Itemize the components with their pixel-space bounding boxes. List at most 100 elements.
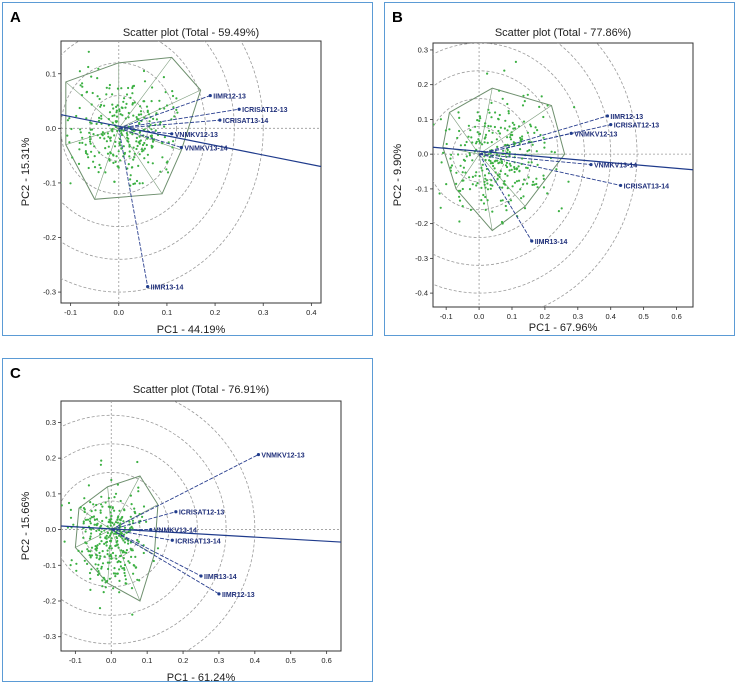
genotype-point <box>83 508 86 511</box>
x-tick-label: 0.3 <box>258 308 268 317</box>
genotype-point <box>476 182 479 185</box>
genotype-point <box>171 90 174 93</box>
environment-point <box>609 123 613 127</box>
genotype-point <box>105 93 108 96</box>
genotype-point <box>517 179 521 182</box>
genotype-point <box>131 85 134 88</box>
genotype-point <box>63 540 66 543</box>
y-tick-label: -0.4 <box>415 289 428 298</box>
genotype-point <box>155 112 158 115</box>
genotype-point <box>79 506 82 509</box>
genotype-point <box>99 533 102 536</box>
plot-frame <box>432 42 694 308</box>
genotype-point <box>95 549 98 552</box>
genotype-point <box>165 168 168 171</box>
genotype-point <box>487 108 490 111</box>
genotype-point <box>116 516 119 519</box>
guide-circle <box>61 41 264 293</box>
genotype-point <box>111 121 114 124</box>
genotype-point <box>166 171 170 174</box>
genotype-point <box>117 546 120 549</box>
genotype-point <box>128 143 131 147</box>
genotype-point <box>546 192 549 195</box>
genotype-point <box>118 568 121 571</box>
genotype-point <box>540 95 543 98</box>
genotype-point <box>560 207 563 210</box>
genotype-point <box>462 179 465 182</box>
environment-point <box>605 114 610 118</box>
genotype-point <box>525 166 528 169</box>
genotype-point <box>112 572 115 575</box>
genotype-point <box>488 111 491 114</box>
genotype-point <box>143 116 146 119</box>
environment-vector <box>118 108 240 129</box>
genotype-point <box>127 140 130 143</box>
average-environment-axis <box>61 525 341 543</box>
genotype-point <box>109 151 112 154</box>
x-tick-label: 0.0 <box>474 312 484 321</box>
genotype-point <box>87 65 90 69</box>
genotype-point <box>512 141 515 144</box>
genotype-point <box>95 556 98 559</box>
genotype-point <box>111 506 114 509</box>
genotype-point <box>147 161 150 164</box>
genotype-point <box>131 519 134 522</box>
genotype-point <box>142 551 145 555</box>
genotype-point <box>483 183 486 186</box>
environment-point <box>530 239 534 243</box>
genotype-point <box>129 515 132 518</box>
genotype-point <box>110 514 113 518</box>
genotype-point <box>461 187 464 191</box>
genotype-point <box>138 122 141 125</box>
genotype-point <box>488 129 491 132</box>
x-tick-label: 0.4 <box>306 308 316 317</box>
genotype-point <box>521 157 524 160</box>
genotype-point <box>128 527 132 530</box>
genotype-point <box>455 171 458 174</box>
genotype-point <box>504 164 508 167</box>
genotype-point <box>122 557 125 560</box>
genotype-point <box>80 94 84 97</box>
genotype-point <box>523 178 526 181</box>
environment-vector <box>118 95 211 129</box>
genotype-point <box>439 118 442 121</box>
genotype-point <box>137 486 140 489</box>
genotype-point <box>149 134 152 138</box>
genotype-point <box>85 117 88 120</box>
y-tick-label: 0.1 <box>46 69 56 78</box>
genotype-point <box>137 141 140 144</box>
genotype-point <box>112 153 115 156</box>
genotype-point <box>116 539 119 543</box>
genotype-point <box>485 179 489 182</box>
genotype-point <box>126 136 129 139</box>
genotype-point <box>502 149 505 152</box>
genotype-point <box>87 50 90 53</box>
y-tick-label: -0.1 <box>43 561 56 570</box>
genotype-point <box>92 515 96 518</box>
genotype-point <box>111 114 114 118</box>
chart-c: Scatter plot (Total - 76.91%) VNMKV12-13 I… <box>20 384 342 683</box>
genotype-point <box>91 91 94 95</box>
genotype-point <box>528 149 531 152</box>
genotype-point <box>107 567 110 571</box>
genotype-point <box>105 534 108 537</box>
genotype-point <box>98 97 101 101</box>
genotype-point <box>526 93 529 96</box>
genotype-point <box>489 183 492 186</box>
genotype-point <box>88 520 92 523</box>
genotype-point <box>89 535 92 538</box>
y-tick-label: 0.2 <box>46 454 56 463</box>
genotype-point <box>513 181 517 184</box>
genotype-point <box>445 142 448 146</box>
genotype-point <box>81 82 84 85</box>
genotype-point <box>96 134 99 137</box>
genotype-point <box>105 544 108 547</box>
genotype-point <box>111 103 114 106</box>
environment-vector <box>111 529 202 577</box>
genotype-point <box>478 140 481 143</box>
genotype-point <box>93 518 96 521</box>
genotype-point <box>481 163 484 166</box>
panel-b: B Scatter plot (Total - 77.86%) IIMR12-13… <box>384 2 735 336</box>
x-tick-label: 0.5 <box>638 312 648 321</box>
genotype-point <box>109 136 112 139</box>
